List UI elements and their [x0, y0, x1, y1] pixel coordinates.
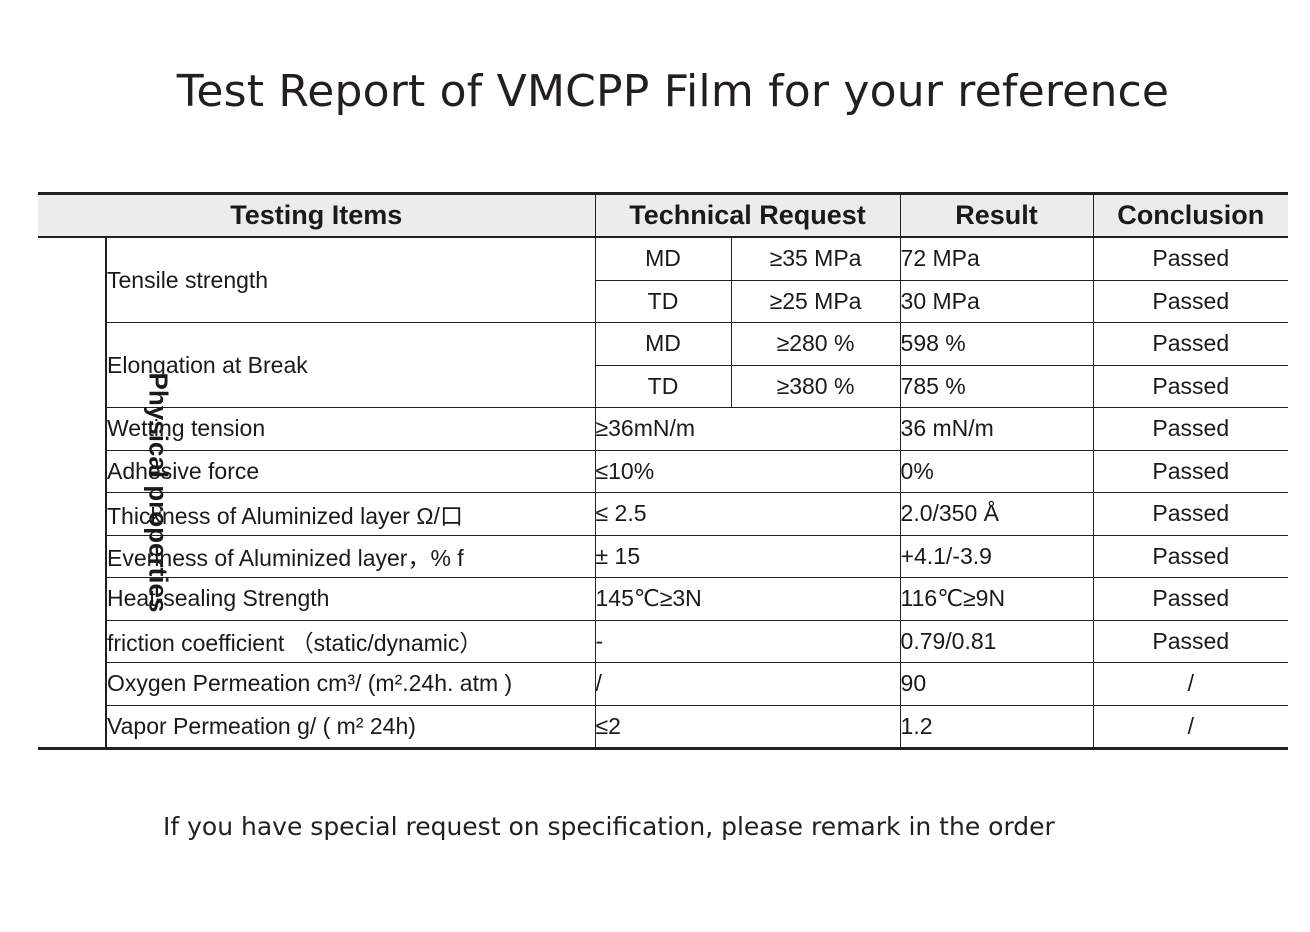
header-row: Testing Items Technical Request Result C… [38, 193, 1289, 238]
item-label: Vapor Permeation g/ ( m² 24h) [105, 705, 596, 749]
direction-cell: MD [594, 322, 732, 366]
item-label: Evenness of Aluminized layer，% f [105, 535, 596, 578]
result-cell: 30 MPa [899, 280, 1094, 323]
table-row: Vapor Permeation g/ ( m² 24h) ≤2 1.2 / [38, 705, 1289, 749]
table-row: Adhesive force ≤10% 0% Passed [38, 450, 1289, 493]
item-label: Heat-sealing Strength [105, 577, 596, 621]
table-row: Oxygen Permeation cm³/ (m².24h. atm ) / … [38, 662, 1289, 706]
table-row: Heat-sealing Strength 145℃≥3N 116℃≥9N Pa… [38, 577, 1289, 621]
item-label: friction coefficient （static/dynamic） [105, 620, 596, 663]
result-cell: 1.2 [899, 705, 1094, 749]
request-cell: - [594, 620, 901, 663]
item-label: Oxygen Permeation cm³/ (m².24h. atm ) [105, 662, 596, 706]
conclusion-cell: Passed [1092, 450, 1289, 493]
table-row: Thickness of Aluminized layer Ω/口 ≤ 2.5 … [38, 492, 1289, 536]
header-result: Result [899, 193, 1094, 238]
direction-cell: TD [594, 365, 732, 408]
conclusion-cell: Passed [1092, 322, 1289, 366]
request-cell: ≥36mN/m [594, 407, 901, 451]
conclusion-cell: Passed [1092, 535, 1289, 578]
request-cell: ≤10% [594, 450, 901, 493]
request-cell: ≤ 2.5 [594, 492, 901, 536]
request-cell: ≥280 % [730, 322, 901, 366]
request-cell: 145℃≥3N [594, 577, 901, 621]
result-cell: 36 mN/m [899, 407, 1094, 451]
table-row: Elongation at Break MD ≥280 % 598 % Pass… [38, 322, 1289, 408]
result-cell: 0.79/0.81 [899, 620, 1094, 663]
header-testing-items: Testing Items [38, 193, 596, 238]
item-label: Thickness of Aluminized layer Ω/口 [105, 492, 596, 536]
conclusion-cell: Passed [1092, 577, 1289, 621]
table-row: Physical properties Tensile strength MD … [38, 237, 1289, 749]
result-cell: +4.1/-3.9 [899, 535, 1094, 578]
page-title: Test Report of VMCPP Film for your refer… [176, 66, 1170, 117]
conclusion-cell: Passed [1092, 407, 1289, 451]
request-cell: ≥25 MPa [730, 280, 901, 323]
table-row: Wetting tension ≥36mN/m 36 mN/m Passed [38, 407, 1289, 451]
item-label: Adhesive force [105, 450, 596, 493]
item-tensile-strength: Tensile strength [105, 237, 596, 323]
request-cell: ≥380 % [730, 365, 901, 408]
conclusion-cell: Passed [1092, 492, 1289, 536]
table-row: friction coefficient （static/dynamic） - … [38, 620, 1289, 663]
result-cell: 2.0/350 Å [899, 492, 1094, 536]
item-elongation-at-break: Elongation at Break [105, 322, 596, 408]
direction-cell: MD [594, 237, 732, 281]
request-cell: ≥35 MPa [730, 237, 901, 281]
result-cell: 598 % [899, 322, 1094, 366]
request-cell: ± 15 [594, 535, 901, 578]
category-label: Physical properties [143, 372, 174, 613]
conclusion-cell: Passed [1092, 620, 1289, 663]
header-conclusion: Conclusion [1092, 193, 1289, 238]
conclusion-cell: Passed [1092, 365, 1289, 408]
request-cell: ≤2 [594, 705, 901, 749]
header-technical-request: Technical Request [594, 193, 901, 238]
conclusion-cell: Passed [1092, 237, 1289, 281]
result-cell: 785 % [899, 365, 1094, 408]
test-report-table: Testing Items Technical Request Result C… [38, 192, 1289, 750]
conclusion-cell: Passed [1092, 280, 1289, 323]
conclusion-cell: / [1092, 705, 1289, 749]
footnote: If you have special request on specifica… [163, 812, 1055, 841]
table-row: TD ≥25 MPa 30 MPa Passed [38, 280, 1289, 323]
conclusion-cell: / [1092, 662, 1289, 706]
table-row: TD ≥380 % 785 % Passed [38, 365, 1289, 408]
result-cell: 72 MPa [899, 237, 1094, 281]
item-label: Wetting tension [105, 407, 596, 451]
result-cell: 90 [899, 662, 1094, 706]
table-row: Evenness of Aluminized layer，% f ± 15 +4… [38, 535, 1289, 578]
request-cell: / [594, 662, 901, 706]
direction-cell: TD [594, 280, 732, 323]
result-cell: 116℃≥9N [899, 577, 1094, 621]
category-cell: Physical properties [38, 237, 173, 749]
result-cell: 0% [899, 450, 1094, 493]
